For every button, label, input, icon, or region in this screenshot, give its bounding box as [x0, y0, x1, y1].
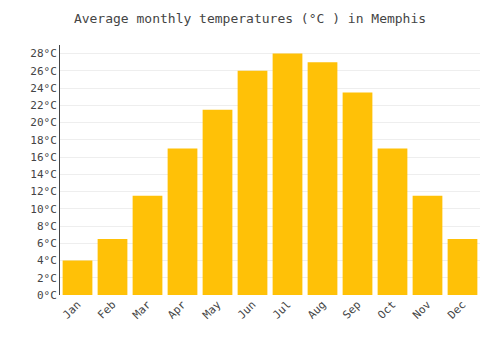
svg-text:Jan: Jan [60, 298, 83, 321]
svg-text:May: May [200, 298, 224, 322]
svg-text:22°C: 22°C [30, 99, 57, 112]
svg-text:16°C: 16°C [30, 151, 57, 164]
svg-text:24°C: 24°C [30, 82, 57, 95]
svg-text:2°C: 2°C [37, 272, 57, 285]
svg-text:0°C: 0°C [37, 289, 57, 302]
svg-text:6°C: 6°C [37, 237, 57, 250]
svg-text:20°C: 20°C [30, 116, 57, 129]
svg-text:Feb: Feb [95, 298, 118, 321]
svg-text:Sep: Sep [340, 298, 363, 321]
svg-text:10°C: 10°C [30, 203, 57, 216]
svg-text:Apr: Apr [165, 298, 189, 322]
svg-text:28°C: 28°C [30, 47, 57, 60]
svg-text:18°C: 18°C [30, 134, 57, 147]
svg-text:Average monthly temperatures (: Average monthly temperatures (°C ) in Me… [74, 11, 426, 26]
svg-text:14°C: 14°C [30, 168, 57, 181]
svg-text:Oct: Oct [375, 298, 398, 321]
svg-text:8°C: 8°C [37, 220, 57, 233]
svg-text:Mar: Mar [130, 298, 154, 322]
svg-text:Aug: Aug [305, 298, 328, 321]
svg-text:Jun: Jun [235, 298, 258, 321]
svg-text:4°C: 4°C [37, 254, 57, 267]
svg-text:Nov: Nov [410, 298, 434, 322]
svg-text:26°C: 26°C [30, 65, 57, 78]
svg-text:Jul: Jul [270, 298, 293, 321]
svg-text:Dec: Dec [445, 298, 468, 321]
svg-text:12°C: 12°C [30, 185, 57, 198]
